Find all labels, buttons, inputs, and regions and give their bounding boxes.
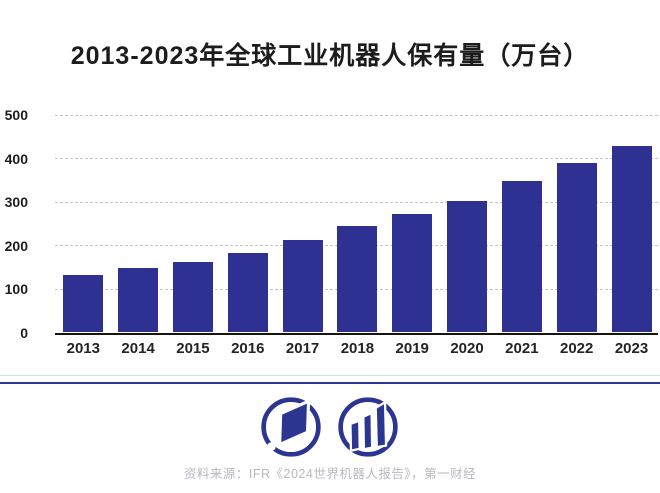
bar-2015 (172, 261, 213, 333)
x-tick-label-2013: 2013 (66, 340, 100, 357)
bar-2017 (282, 240, 323, 333)
x-tick-label-2016: 2016 (231, 340, 265, 357)
x-tick-label-2017: 2017 (285, 340, 320, 357)
circle-bar-chart-logo-icon (338, 397, 398, 457)
chart-title: 2013-2023年全球工业机器人保有量（万台） (70, 42, 590, 70)
x-tick-label-2019: 2019 (395, 340, 429, 357)
gridline-500 (55, 114, 658, 116)
y-tick-label-400: 400 (4, 150, 28, 167)
x-tick-label-2023: 2023 (614, 340, 649, 357)
x-axis-line (55, 332, 658, 335)
bar-2016 (227, 253, 268, 333)
y-tick-label-500: 500 (4, 107, 28, 124)
gridline-300 (55, 201, 658, 203)
bar-2023 (611, 146, 652, 333)
y-tick-label-200: 200 (4, 237, 28, 254)
bar-2022 (556, 162, 597, 333)
bar-2021 (501, 180, 542, 333)
x-tick-label-2015: 2015 (176, 340, 210, 357)
x-tick-label-2020: 2020 (450, 340, 484, 357)
x-tick-label-2021: 2021 (505, 340, 539, 357)
bar-2013 (63, 274, 104, 333)
y-tick-label-100: 100 (4, 281, 28, 298)
y-tick-label-300: 300 (4, 194, 28, 211)
bar-2018 (337, 226, 378, 333)
x-tick-label-2022: 2022 (559, 340, 594, 357)
bar-2014 (118, 268, 159, 333)
bar-2019 (392, 214, 433, 333)
yicai-circle-parallelogram-logo-icon (261, 397, 321, 457)
x-tick-label-2014: 2014 (121, 340, 155, 357)
bar-chart-plot-area: 0 100 200 300 400 500 2013 2014 2015 2016 2017 2018… (4, 107, 658, 357)
divider-line-navy (0, 381, 660, 385)
bar-2020 (447, 200, 488, 333)
divider-line-light (0, 374, 660, 376)
y-tick-label-0: 0 (20, 325, 28, 341)
source-text: 资料来源：IFR《2024世界机器人报告》，第一财经 (183, 467, 477, 481)
gridline-400 (55, 158, 658, 160)
x-tick-label-2018: 2018 (340, 340, 375, 357)
